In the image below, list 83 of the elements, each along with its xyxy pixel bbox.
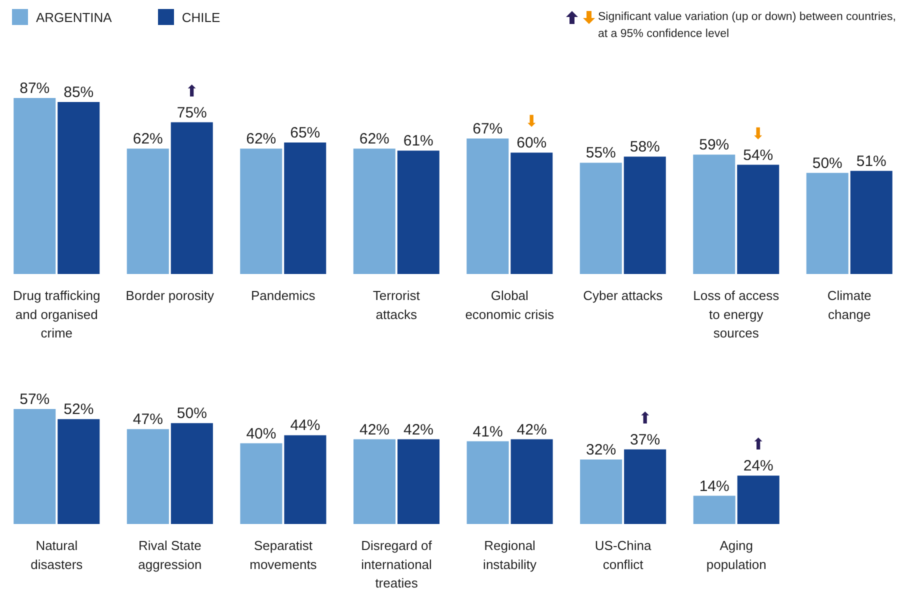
annotation: ⬆: [638, 408, 652, 428]
data-label: 59%: [699, 136, 730, 154]
data-label: 42%: [359, 421, 390, 438]
annotation: ⬆: [752, 434, 766, 454]
data-label: 52%: [64, 401, 94, 418]
x-tick-label: Terrorist attacks: [372, 288, 420, 322]
x-tick-label: Regional instability: [483, 538, 538, 572]
x-tick-label: Cyber attacks: [583, 288, 664, 304]
data-label: 50%: [812, 154, 842, 172]
legend-label: CHILE: [182, 10, 220, 24]
data-label: 42%: [516, 421, 547, 438]
bar: [240, 148, 282, 274]
data-label: 65%: [290, 124, 320, 142]
x-tick-label: Drug trafficking and organised crime: [13, 288, 100, 341]
bar: [466, 138, 509, 274]
x-tick-label: Disregard of international treaties: [361, 538, 432, 590]
bar: [850, 170, 892, 274]
data-label: 37%: [630, 431, 660, 448]
bar: [170, 122, 213, 274]
x-tick-label: Pandemics: [250, 288, 316, 304]
data-label: 61%: [403, 132, 434, 150]
data-label: 62%: [132, 130, 163, 148]
bar: [353, 148, 396, 274]
bar: [693, 496, 736, 524]
data-label: 55%: [586, 144, 616, 162]
bar: [580, 162, 622, 274]
bar: [284, 435, 326, 524]
data-label: 58%: [630, 138, 660, 156]
data-label: 14%: [699, 478, 730, 495]
x-tick-label: Border porosity: [126, 288, 214, 304]
text: Significant value variation (up or down) between countries, at a 95% confidence level: [598, 10, 897, 42]
bar: [510, 439, 553, 524]
data-label: 32%: [586, 441, 616, 458]
bar: [284, 142, 326, 274]
bar: [466, 441, 509, 524]
bar: [126, 148, 169, 274]
x-tick-label: Aging population: [706, 538, 766, 572]
data-label: 67%: [472, 120, 503, 138]
data-label: 75%: [176, 104, 207, 122]
bar: [170, 423, 213, 524]
bar: [737, 164, 780, 274]
bar: [624, 449, 666, 524]
annotation: ⬆: [185, 81, 199, 100]
x-tick-label: Loss of access to energy sources: [693, 288, 780, 341]
data-label: 57%: [20, 391, 50, 408]
data-label: 42%: [403, 421, 434, 438]
bar: [737, 476, 780, 524]
data-label: 62%: [359, 130, 390, 148]
data-label: 87%: [20, 80, 50, 97]
data-label: 51%: [856, 152, 886, 170]
x-tick-label: Separatist movements: [250, 538, 318, 572]
bar: [14, 98, 56, 274]
x-tick-label: US-China conflict: [594, 538, 652, 572]
data-label: 24%: [743, 458, 774, 475]
bar: [58, 419, 100, 524]
data-label: 40%: [246, 425, 276, 442]
bar: [693, 154, 736, 274]
bar: [126, 429, 169, 524]
x-tick-label: Natural disasters: [30, 538, 84, 572]
data-label: 50%: [176, 405, 207, 422]
annotation: ⬇: [524, 112, 538, 131]
data-label: 41%: [472, 423, 503, 440]
bar: [580, 459, 622, 524]
x-tick-label: Rival State aggression: [138, 538, 202, 572]
data-label: 60%: [516, 134, 547, 152]
data-label: 62%: [246, 130, 276, 148]
bar: [353, 439, 396, 524]
x-tick-label: Global economic crisis: [465, 288, 555, 322]
data-label: 54%: [743, 146, 774, 164]
data-label: 44%: [290, 417, 320, 434]
legend-label: ARGENTINA: [36, 10, 112, 24]
data-label: 85%: [64, 84, 94, 102]
bar: [397, 150, 440, 274]
bar: [397, 439, 440, 524]
bar: [58, 102, 100, 274]
bar: [624, 156, 666, 274]
bar: [806, 172, 848, 274]
data-label: 47%: [132, 411, 163, 428]
bar: [14, 409, 56, 524]
x-tick-label: Climate change: [827, 288, 872, 322]
annotation: ⬇: [751, 124, 765, 143]
bar: [510, 152, 553, 274]
bar: [240, 443, 282, 524]
